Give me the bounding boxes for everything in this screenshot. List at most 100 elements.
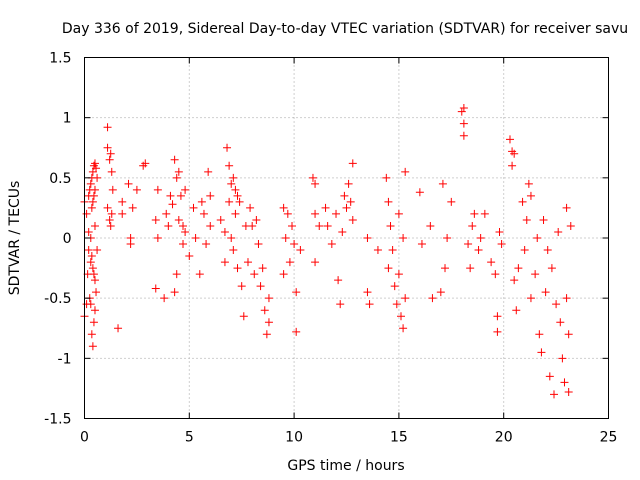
data-point [279, 203, 288, 212]
data-point [89, 270, 98, 279]
data-point [334, 276, 343, 285]
data-point [162, 209, 171, 218]
data-point [552, 300, 561, 309]
data-point [436, 288, 445, 297]
data-point [231, 209, 240, 218]
data-point [311, 258, 320, 267]
data-point [229, 173, 238, 182]
y-tick-label: 0.5 [49, 171, 71, 187]
data-point [558, 354, 567, 363]
data-point [108, 185, 117, 194]
grid-lines [84, 57, 609, 419]
data-point [106, 149, 115, 158]
data-point [88, 342, 97, 351]
data-point [179, 240, 188, 249]
data-point [392, 300, 401, 309]
data-point [344, 179, 353, 188]
data-point [491, 270, 500, 279]
data-point [531, 270, 540, 279]
data-point [562, 294, 571, 303]
data-point [118, 209, 127, 218]
data-point [84, 227, 93, 236]
data-point [399, 324, 408, 333]
data-point [487, 258, 496, 267]
data-point [229, 246, 238, 255]
y-axis-label: SDTVAR / TECUs [7, 181, 23, 296]
data-point [233, 191, 242, 200]
data-point [493, 312, 502, 321]
data-point [428, 294, 437, 303]
data-point [107, 167, 116, 176]
data-point [566, 221, 575, 230]
x-tick-label: 20 [495, 430, 513, 446]
data-point [105, 215, 114, 224]
data-point [103, 123, 112, 132]
data-point [202, 240, 211, 249]
data-point [388, 246, 397, 255]
data-point [151, 215, 160, 224]
data-point [510, 276, 519, 285]
data-point [93, 173, 102, 182]
data-point [495, 227, 504, 236]
data-point [106, 221, 115, 230]
data-point [384, 197, 393, 206]
data-point [447, 197, 456, 206]
x-tick-label: 0 [80, 430, 89, 446]
data-point [206, 221, 215, 230]
data-point [103, 143, 112, 152]
data-point [181, 185, 190, 194]
x-tick-label: 25 [600, 430, 618, 446]
data-point [363, 234, 372, 242]
data-point [262, 330, 271, 339]
data-point [417, 240, 426, 249]
data-point [141, 159, 150, 168]
data-point [365, 300, 374, 309]
data-point [252, 215, 261, 224]
data-point [172, 270, 181, 279]
data-point [459, 119, 468, 128]
data-point [443, 234, 452, 242]
data-point [89, 191, 98, 200]
data-point [321, 203, 330, 212]
data-point [514, 264, 523, 273]
data-point [243, 258, 252, 267]
data-points [80, 104, 575, 399]
data-point [533, 234, 542, 242]
x-axis-label: GPS time / hours [287, 458, 404, 474]
data-point [227, 234, 236, 242]
data-point [396, 312, 405, 321]
data-point [132, 185, 141, 194]
data-point [373, 246, 382, 255]
x-tick-label: 5 [185, 430, 194, 446]
data-point [90, 306, 99, 315]
data-point [220, 258, 229, 267]
chart-title: Day 336 of 2019, Sidereal Day-to-day VTE… [62, 21, 628, 37]
y-tick-label: -0.5 [44, 291, 71, 307]
data-point [292, 288, 301, 297]
data-point [88, 264, 97, 273]
y-tick-label: 0 [63, 231, 72, 247]
data-point [283, 209, 292, 218]
data-point [457, 107, 466, 116]
data-point [348, 159, 357, 168]
data-point [543, 246, 552, 255]
data-point [550, 390, 559, 399]
data-point [264, 294, 273, 303]
data-point [327, 240, 336, 249]
axis-ticks: 0 5 10 15 20 25 -1.5 -1 -0.5 0 0.5 1 1.5 [44, 51, 617, 446]
data-point [348, 215, 357, 224]
data-point [124, 179, 133, 188]
data-point [151, 284, 160, 293]
data-point [441, 264, 450, 273]
data-point [246, 203, 255, 212]
data-point [185, 252, 194, 261]
data-point [227, 179, 236, 188]
data-point [90, 185, 99, 194]
data-point [459, 104, 468, 113]
data-point [296, 246, 305, 255]
data-point [338, 227, 347, 236]
data-point [415, 188, 424, 197]
data-point [168, 200, 177, 209]
data-point [160, 294, 169, 303]
data-point [336, 300, 345, 309]
